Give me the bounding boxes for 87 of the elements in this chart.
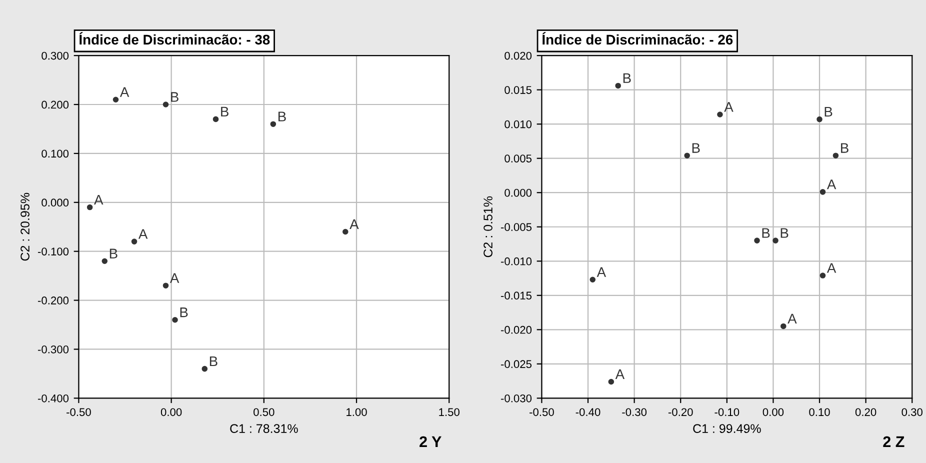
series-label: B [210, 356, 218, 366]
text: A [138, 229, 148, 239]
y-tick-label: -0.030 [500, 394, 532, 402]
point [102, 258, 108, 264]
x-tick-label: 0.00 [160, 408, 182, 416]
point [202, 366, 208, 372]
text: A [350, 219, 359, 229]
y-tick-label: 0.000 [42, 198, 69, 207]
text: B [171, 92, 178, 102]
point [717, 112, 723, 118]
point [270, 121, 276, 127]
point [780, 323, 786, 330]
text: B [180, 308, 188, 318]
y-tick-label: -0.010 [500, 257, 532, 266]
text: 2 Y [420, 436, 442, 447]
x-tick-label: -0.50 [530, 408, 554, 416]
y-tick-label: 0.000 [504, 188, 532, 197]
point [162, 282, 169, 288]
point [162, 102, 169, 108]
x-tick-label: 0.50 [254, 408, 274, 416]
y-tick-label: 0.300 [42, 52, 69, 60]
y-axis-title: C2 : 0.51% [484, 196, 492, 258]
point [832, 152, 839, 158]
text: A [170, 273, 180, 283]
y-axis-title: C2 : 20.95% [20, 192, 30, 261]
y-tick-label: 0.100 [42, 150, 69, 158]
point [112, 96, 119, 102]
point [608, 378, 614, 385]
x-axis-title: C1 : 78.31% [230, 424, 298, 433]
y-tick-label: -0.005 [500, 223, 532, 232]
series-label: A [724, 102, 734, 112]
x-tick-label: 0.30 [902, 408, 922, 416]
point [172, 316, 178, 323]
y-tick-label: 0.200 [42, 100, 69, 109]
text: B [221, 106, 228, 116]
point [342, 228, 348, 235]
x-tick-label: 1.00 [346, 408, 367, 416]
y-tick-label: 0.020 [504, 52, 532, 60]
x-tick-label: -0.50 [66, 408, 91, 416]
text: 2 Z [883, 436, 904, 447]
point [212, 116, 219, 122]
y-tick-label: -0.400 [38, 394, 69, 402]
y-tick-label: 0.010 [504, 120, 532, 128]
text: A [615, 369, 625, 379]
point [615, 82, 621, 89]
point [684, 152, 690, 158]
x-tick-label: 0.10 [809, 408, 830, 416]
point [131, 238, 138, 244]
text: B [780, 228, 788, 238]
x-tick-label: 0.00 [762, 408, 784, 416]
point [772, 238, 778, 244]
x-tick-label: 0.20 [855, 408, 876, 416]
point [86, 204, 93, 210]
text: B [762, 228, 770, 238]
y-tick-label: -0.015 [500, 292, 532, 300]
point [820, 189, 826, 195]
text: A [788, 314, 797, 324]
y-tick-label: -0.020 [500, 326, 532, 334]
series-label: B [623, 73, 631, 83]
text: B [110, 248, 118, 258]
text: A [94, 194, 104, 205]
text: B [841, 143, 848, 153]
text: B [692, 143, 700, 153]
y-tick-label: -0.100 [38, 248, 69, 256]
y-tick-label: -0.200 [38, 296, 69, 304]
series-label: A [120, 87, 130, 97]
y-tick-label: 0.005 [504, 154, 532, 162]
x-tick-label: -0.30 [622, 408, 647, 416]
text: A [826, 180, 836, 190]
chart-title: Índice de Discriminacão: - 38 [79, 32, 270, 45]
point [590, 276, 596, 283]
text: B [824, 106, 832, 117]
text: B [278, 112, 286, 122]
point [754, 238, 760, 244]
point [816, 116, 822, 122]
point [820, 272, 826, 278]
y-tick-label: 0.015 [504, 86, 532, 94]
y-tick-label: -0.025 [500, 360, 532, 368]
x-tick-label: 1.50 [439, 408, 460, 416]
x-tick-label: -0.20 [668, 408, 693, 416]
x-tick-label: -0.40 [576, 408, 600, 416]
x-axis-title: C1 : 99.49% [693, 424, 761, 433]
x-tick-label: -0.10 [714, 408, 740, 416]
text: A [596, 267, 606, 277]
text: A [826, 263, 836, 273]
y-tick-label: -0.300 [38, 346, 69, 354]
chart-title: Índice de Discriminacão: - 26 [542, 32, 733, 45]
